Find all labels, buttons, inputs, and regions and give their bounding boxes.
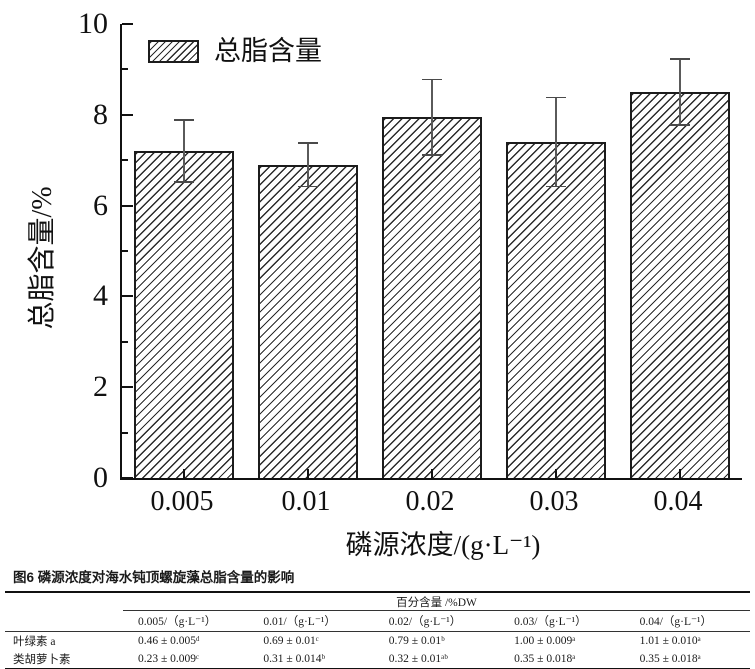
summary-table-wrap: 百分含量 /%DW 0.005/（g·L⁻¹） 0.01/（g·L⁻¹） 0.0… <box>5 591 750 669</box>
y-tick-label: 10 <box>78 7 108 40</box>
table-stub-blank <box>5 592 123 611</box>
y-minor-tick <box>122 68 128 71</box>
error-bar-cap-top <box>546 96 566 99</box>
x-tick-label: 0.02 <box>405 486 455 517</box>
error-bar-0.03 <box>546 96 566 188</box>
error-bar-stem <box>555 96 557 188</box>
error-bar-cap-bottom <box>670 124 690 127</box>
x-tick-label: 0.005 <box>150 486 214 517</box>
y-major-tick <box>122 204 133 207</box>
table-cell: 1.00 ± 0.009ᵃ <box>514 635 576 647</box>
figure-caption: 图6 磷源浓度对海水钝顶螺旋藻总脂含量的影响 <box>13 570 295 585</box>
y-minor-tick <box>122 431 128 434</box>
bar-0.03 <box>506 142 606 478</box>
table-row: 叶绿素 a 0.46 ± 0.005ᵈ 0.69 ± 0.01ᶜ 0.79 ± … <box>5 632 750 651</box>
x-tick-label: 0.03 <box>529 486 579 517</box>
y-minor-tick <box>122 250 128 252</box>
error-bar-cap-top <box>174 119 194 122</box>
column-header: 0.02/（g·L⁻¹） <box>373 610 500 632</box>
row-label: 叶绿素 a <box>13 636 56 648</box>
y-tick-label: 0 <box>93 461 108 494</box>
table-cell: 0.69 ± 0.01ᶜ <box>263 635 319 647</box>
x-tick-label: 0.04 <box>653 486 703 517</box>
table-cell: 0.31 ± 0.014ᵇ <box>263 653 326 665</box>
error-bar-cap-bottom <box>174 181 194 183</box>
column-header: 0.005/（g·L⁻¹） <box>123 610 249 632</box>
error-bar-cap-top <box>298 142 318 144</box>
chart-legend: 总脂含量 <box>148 38 322 65</box>
table-row: 类胡萝卜素 0.23 ± 0.009ᶜ 0.31 ± 0.014ᵇ 0.32 ±… <box>5 650 750 669</box>
bar-chart-plot-area: 总脂含量 <box>120 23 742 480</box>
error-bar-0.01 <box>298 142 318 188</box>
x-tick <box>183 469 185 478</box>
y-major-tick <box>122 477 133 479</box>
y-major-tick <box>122 113 133 116</box>
bar-0.04 <box>630 92 730 478</box>
error-bar-cap-bottom <box>546 185 566 188</box>
error-bar-cap-top <box>670 58 690 60</box>
y-major-tick <box>122 23 133 25</box>
table-cell: 0.35 ± 0.018ᵃ <box>639 653 701 665</box>
table-cell: 0.46 ± 0.005ᵈ <box>138 635 200 647</box>
error-bar-cap-bottom <box>422 153 442 156</box>
x-tick <box>431 469 433 478</box>
bar-0.02 <box>382 117 482 478</box>
column-header: 0.03/（g·L⁻¹） <box>499 610 625 632</box>
y-major-tick <box>122 386 133 389</box>
y-tick-label: 4 <box>93 279 108 313</box>
error-bar-cap-top <box>422 78 442 81</box>
y-major-tick <box>122 295 133 298</box>
error-bar-0.02 <box>422 78 442 156</box>
table-cell: 0.35 ± 0.018ᵃ <box>514 653 576 665</box>
table-cell: 1.01 ± 0.010ᵃ <box>639 635 701 647</box>
y-minor-tick <box>122 159 128 162</box>
error-bar-stem <box>679 58 681 127</box>
x-tick <box>679 469 681 478</box>
table-cell: 0.32 ± 0.01ᵃᵇ <box>388 653 448 665</box>
x-tick <box>555 469 557 478</box>
error-bar-stem <box>183 119 185 183</box>
error-bar-0.04 <box>670 58 690 127</box>
row-label: 类胡萝卜素 <box>13 654 71 666</box>
x-tick <box>307 469 309 478</box>
table-group-header: 百分含量 /%DW <box>123 592 750 611</box>
error-bar-stem <box>431 78 433 156</box>
y-minor-tick <box>122 340 128 343</box>
y-tick-label: 2 <box>93 370 108 404</box>
error-bar-0.005 <box>174 119 194 183</box>
error-bar-cap-bottom <box>298 185 318 188</box>
legend-hatch-swatch <box>148 40 199 63</box>
table-cell: 0.79 ± 0.01ᵇ <box>388 635 445 647</box>
x-axis-title: 磷源浓度/(g·L⁻¹) <box>345 530 541 560</box>
bar-0.005 <box>134 151 234 478</box>
x-tick-label: 0.01 <box>281 486 331 517</box>
legend-label: 总脂含量 <box>214 36 322 66</box>
error-bar-stem <box>307 142 309 188</box>
column-header: 0.01/（g·L⁻¹） <box>248 610 374 632</box>
y-tick-label: 6 <box>93 188 108 222</box>
bar-0.01 <box>258 164 358 478</box>
table-cell: 0.23 ± 0.009ᶜ <box>138 653 200 665</box>
y-tick-label: 8 <box>93 97 108 131</box>
table-column-header-row: 0.005/（g·L⁻¹） 0.01/（g·L⁻¹） 0.02/（g·L⁻¹） … <box>5 610 750 632</box>
column-header: 0.04/（g·L⁻¹） <box>624 610 750 632</box>
summary-table: 百分含量 /%DW 0.005/（g·L⁻¹） 0.01/（g·L⁻¹） 0.0… <box>5 591 750 669</box>
table-group-header-row: 百分含量 /%DW <box>5 592 750 611</box>
table-stub-blank <box>5 610 123 632</box>
